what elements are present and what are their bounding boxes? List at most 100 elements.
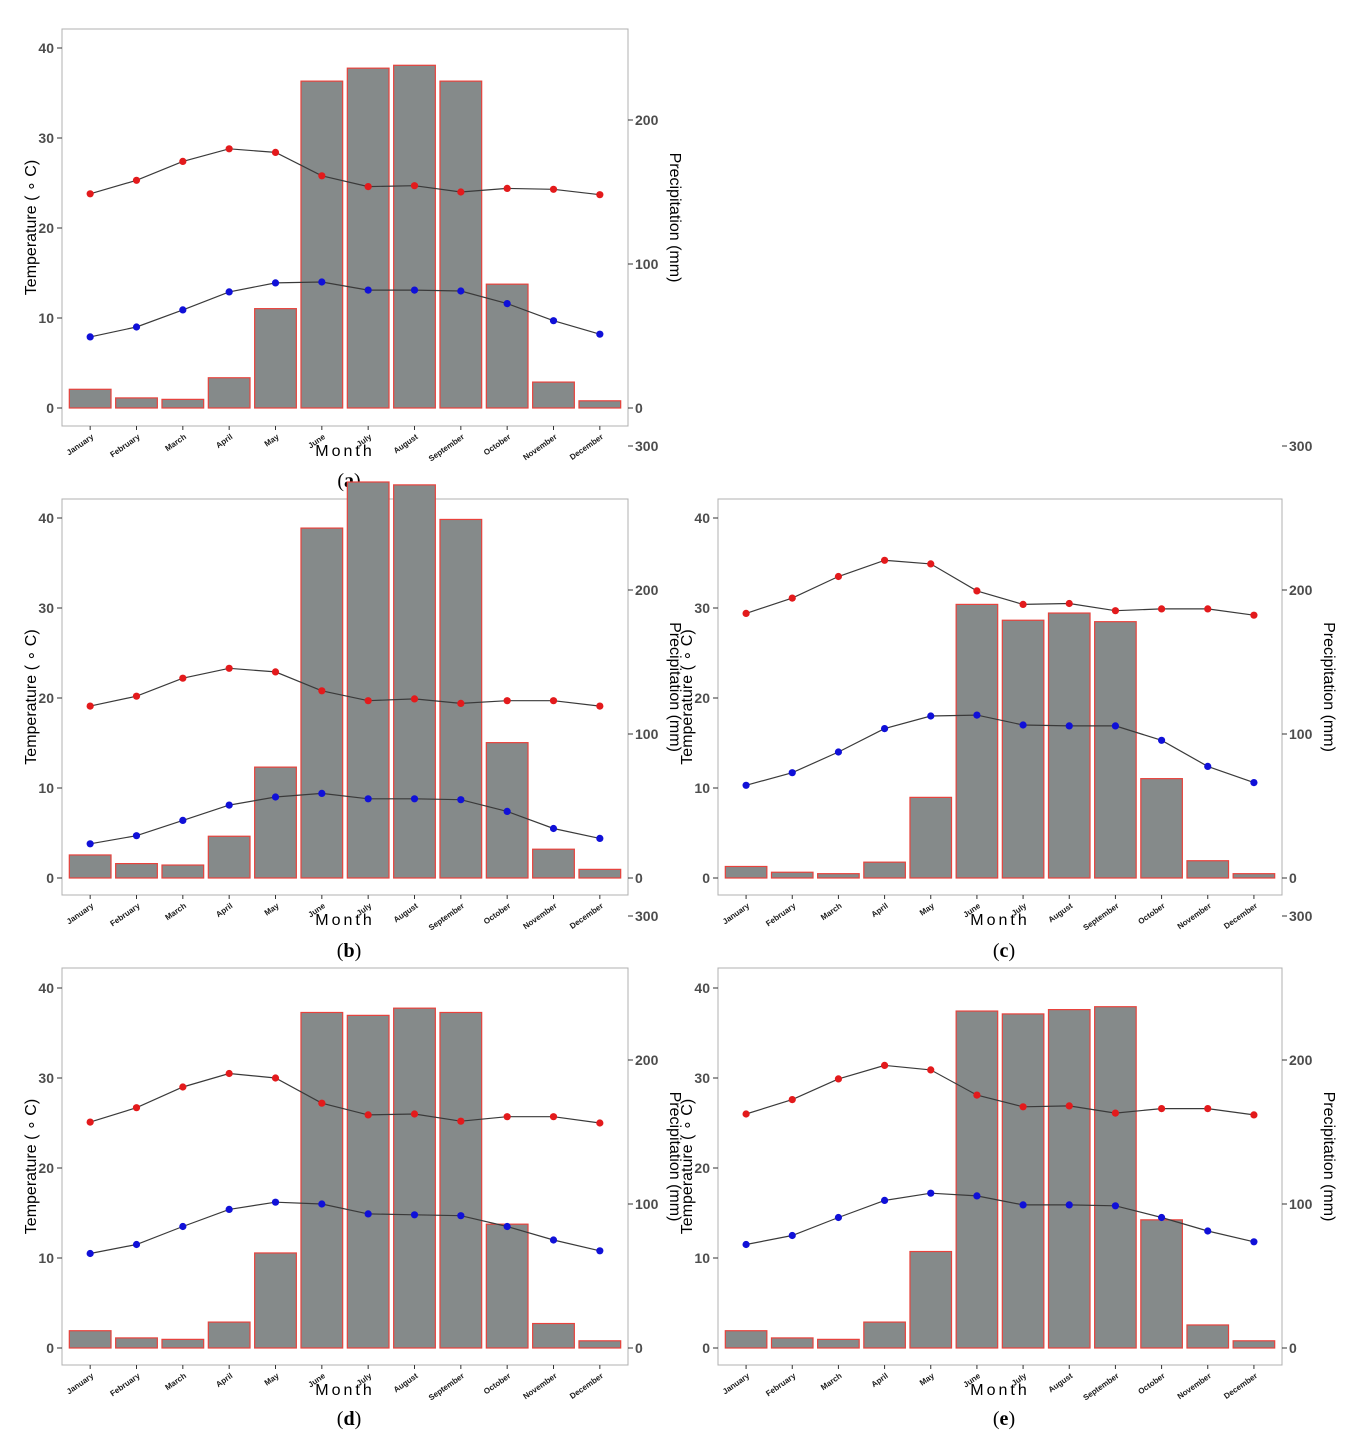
precipitation-bar [955, 603, 999, 879]
left-tick-label: 30 [694, 1070, 710, 1086]
left-tick-label: 20 [38, 1160, 54, 1176]
max-temperature-point [1111, 607, 1120, 615]
min-temperature-point [179, 306, 187, 314]
left-tick-label: 40 [38, 980, 54, 996]
max-temperature-point [880, 1061, 889, 1069]
min-temperature-point [973, 711, 981, 719]
precipitation-bar [346, 67, 390, 409]
month-tick-label: March [164, 1371, 189, 1392]
precipitation-bar [1232, 873, 1276, 879]
x-axis-title: Month [970, 912, 1029, 929]
max-temperature-point [225, 145, 233, 153]
caption-letter: e [1000, 1408, 1009, 1430]
precipitation-bar [207, 1321, 251, 1349]
left-tick-label: 0 [46, 1340, 54, 1356]
min-temperature-point [318, 278, 326, 286]
x-axis-title: Month [315, 1382, 374, 1399]
min-temperature-point [742, 1240, 750, 1249]
min-temperature-point [503, 807, 511, 816]
max-temperature-point [503, 697, 511, 705]
left-tick-label: 10 [38, 310, 54, 326]
max-temperature-point [549, 185, 558, 193]
max-temperature-point [318, 1099, 326, 1107]
month-tick-label: April [214, 432, 234, 450]
right-tick-label: 200 [1289, 1052, 1313, 1068]
max-temperature-point [364, 183, 372, 191]
right-tick-label: 0 [635, 400, 643, 416]
month-tick-label: March [164, 901, 189, 922]
min-temperature-point [225, 801, 233, 809]
precipitation-bar [1047, 1008, 1091, 1349]
right-axis-title: Precipitation (mm) [1320, 1092, 1337, 1222]
max-temperature-point [86, 702, 94, 710]
min-temperature-point [271, 279, 280, 287]
max-temperature-point [596, 1119, 604, 1127]
month-tick-label: March [164, 432, 189, 453]
min-temperature-point [1204, 1227, 1212, 1235]
min-temperature-point [927, 1189, 935, 1197]
left-tick-label: 30 [38, 600, 54, 616]
left-tick-label: 40 [38, 510, 54, 526]
month-tick-label: January [721, 1371, 752, 1396]
month-tick-label: April [870, 1371, 890, 1389]
month-tick-label: September [1082, 901, 1121, 932]
precipitation-bar [207, 377, 251, 409]
month-tick-label: February [764, 1371, 798, 1398]
precipitation-bar [532, 381, 575, 409]
min-temperature-point [549, 1236, 558, 1244]
min-temperature-point [596, 834, 604, 843]
x-axis-title: Month [970, 1382, 1029, 1399]
left-tick-label: 0 [46, 870, 54, 886]
precipitation-bar [770, 1337, 814, 1349]
precipitation-bar [578, 1340, 622, 1349]
month-tick-label: November [1176, 1371, 1213, 1401]
min-temperature-point [503, 300, 511, 308]
left-tick-label: 20 [38, 690, 54, 706]
precipitation-bar [817, 873, 860, 879]
panel-caption: (b) [337, 940, 361, 962]
min-temperature-point [132, 832, 141, 840]
precipitation-bar [1094, 621, 1137, 879]
precipitation-bar [115, 862, 158, 879]
panel-caption: (a) [337, 470, 360, 492]
min-temperature-point [86, 1249, 94, 1258]
max-temperature-point [742, 1110, 750, 1118]
month-tick-label: November [521, 1371, 558, 1401]
min-temperature-point [1111, 1202, 1120, 1210]
month-tick-label: January [65, 901, 96, 926]
month-tick-label: September [1082, 1371, 1121, 1402]
month-tick-label: April [214, 901, 234, 919]
month-tick-label: February [764, 901, 798, 928]
precipitation-bar [439, 80, 483, 409]
max-temperature-point [880, 556, 889, 564]
max-temperature-line [89, 148, 600, 196]
max-temperature-point [973, 1091, 981, 1099]
min-temperature-point [596, 330, 604, 338]
right-axis-title: Precipitation (mm) [1320, 622, 1337, 752]
panel-caption: (d) [337, 1408, 361, 1430]
min-temperature-line [90, 792, 600, 845]
month-tick-label: October [482, 432, 512, 457]
min-temperature-point [1111, 722, 1120, 730]
month-tick-label: November [1176, 901, 1213, 931]
precipitation-bar [161, 398, 205, 409]
max-temperature-point [318, 172, 326, 180]
month-tick-label: January [65, 432, 96, 457]
caption-letter: c [1000, 940, 1009, 962]
left-tick-label: 30 [38, 130, 54, 146]
month-tick-label: November [521, 901, 558, 931]
precipitation-bar [578, 868, 622, 879]
min-temperature-point [1157, 736, 1166, 744]
precipitation-bar [68, 854, 112, 879]
min-temperature-point [318, 789, 326, 798]
month-tick-label: March [819, 901, 844, 922]
max-temperature-point [596, 702, 604, 710]
precipitation-bar [68, 388, 112, 409]
precipitation-bar [115, 1337, 158, 1349]
right-axis-title: Precipitation (mm) [666, 153, 683, 283]
max-temperature-point [834, 572, 843, 581]
chart-panel-a: 0 10 20 30 40 0 100 200 300 January February March A… [23, 28, 683, 492]
plot-frame [61, 498, 629, 896]
min-temperature-point [788, 769, 796, 777]
max-temperature-point [364, 697, 372, 705]
